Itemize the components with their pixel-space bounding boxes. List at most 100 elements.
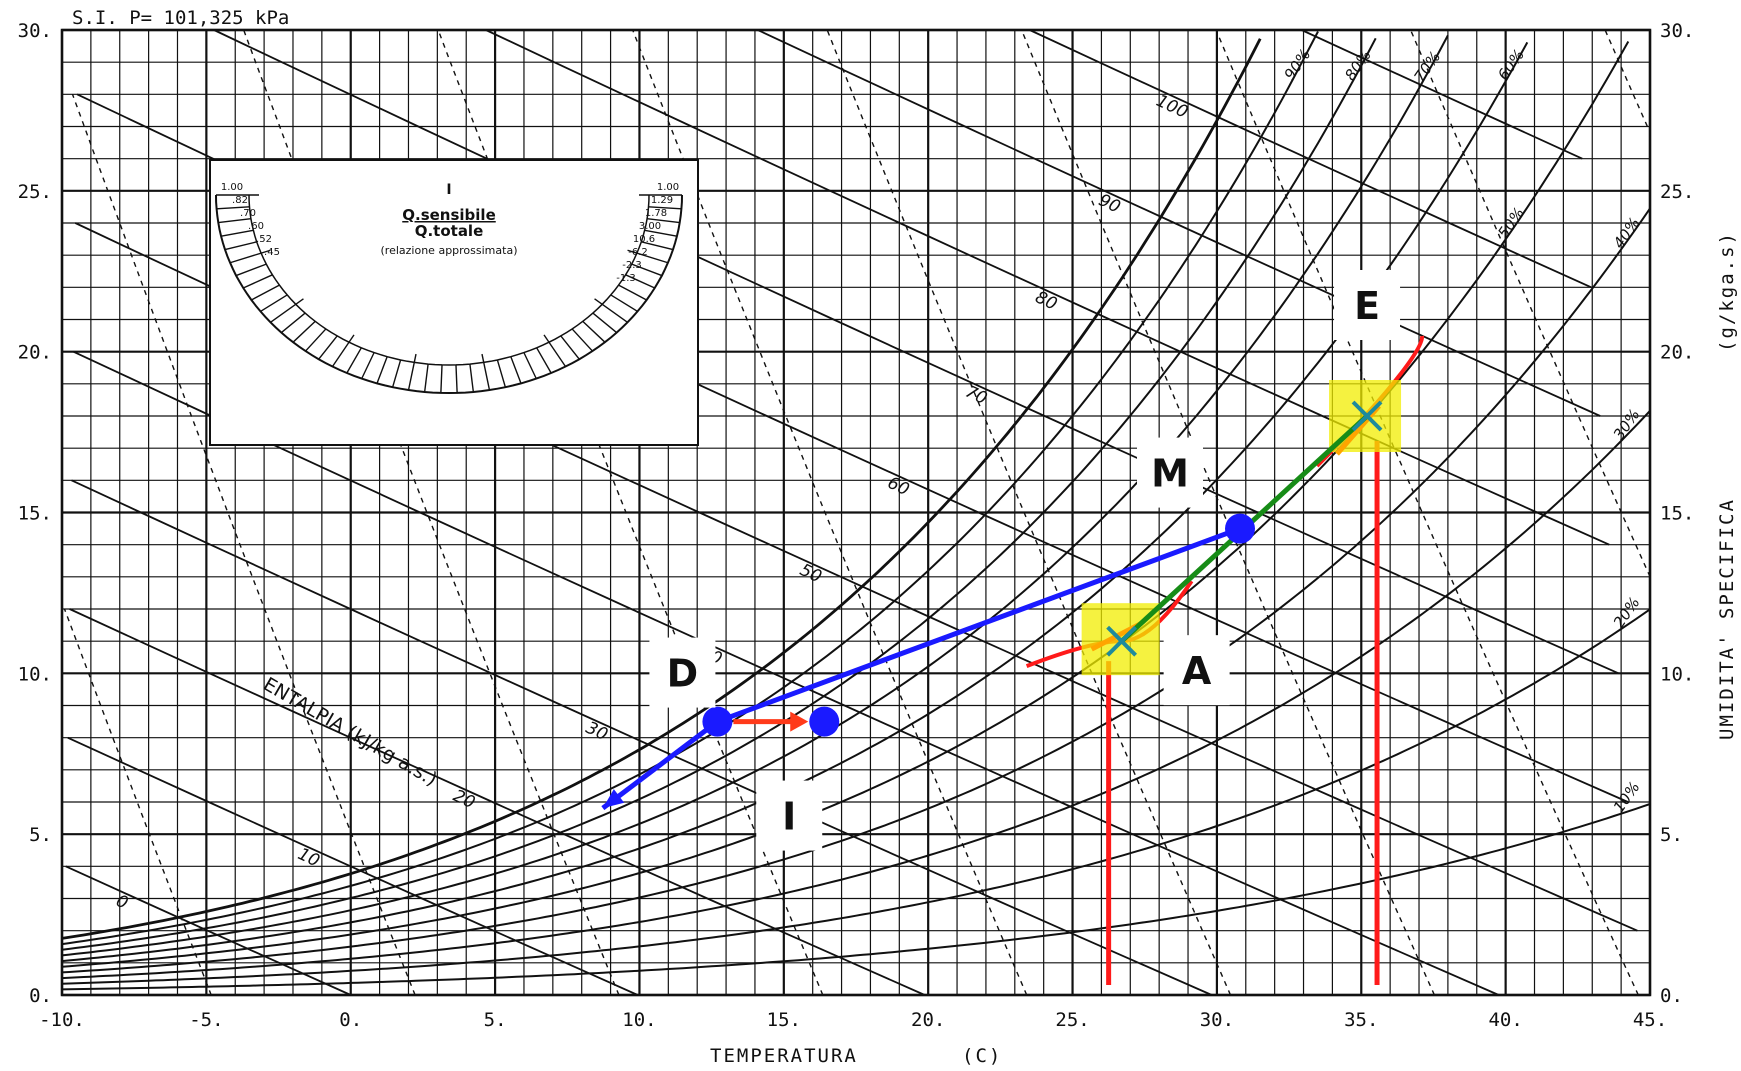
protractor-tick	[331, 334, 355, 367]
relative-humidity-curve	[61, 38, 1262, 940]
enthalpy-line	[73, 350, 1500, 996]
protractor-tick	[481, 353, 491, 391]
protractor-tick	[224, 241, 257, 251]
y-tick-label-left: 0.	[29, 985, 52, 1007]
protractor-tick	[543, 334, 567, 367]
protractor-tick	[305, 328, 327, 352]
y-tick-label-right: 15.	[1660, 503, 1694, 525]
protractor-left-value: .45	[264, 247, 280, 258]
y-axis-label: UMIDITA' SPECIFICA	[1716, 498, 1738, 740]
x-tick-label: 5.	[484, 1009, 507, 1031]
protractor-left-value: .60	[248, 221, 264, 232]
point-label-A: A	[1182, 649, 1212, 693]
protractor-tick	[346, 347, 362, 374]
enthalpy-line	[1029, 29, 1592, 289]
point-label-I: I	[782, 795, 796, 839]
chart-header: S.I. P= 101,325 kPa	[72, 7, 289, 29]
x-tick-label: 20.	[911, 1009, 945, 1031]
enthalpy-line	[69, 608, 926, 996]
protractor-tick	[592, 312, 618, 334]
y-axis-unit: (g/kga.s)	[1716, 231, 1738, 352]
protractor-outer-arc	[215, 194, 683, 395]
process-line-D-extension	[601, 719, 719, 811]
protractor-tick	[220, 229, 254, 237]
x-tick-label: 30.	[1200, 1009, 1234, 1031]
protractor-tick	[251, 284, 280, 301]
enthalpy-line	[71, 479, 1213, 996]
y-tick-label-right: 25.	[1660, 181, 1694, 203]
protractor-right-value: -1.3	[616, 273, 636, 284]
protractor-right-value: 3.00	[639, 221, 661, 232]
x-axis-unit: (C)	[962, 1045, 1002, 1067]
protractor-tick	[229, 249, 271, 264]
protractor-tick	[523, 352, 537, 379]
y-tick-label-right: 30.	[1660, 20, 1694, 42]
protractor-tick	[646, 217, 680, 224]
plot-border	[60, 28, 1652, 997]
protractor-right-value: 1.00	[657, 182, 679, 193]
protractor-tick	[618, 284, 647, 301]
point-label-E: E	[1354, 284, 1380, 328]
protractor-tick	[440, 364, 443, 393]
y-tick-label-right: 20.	[1660, 342, 1694, 364]
axis-ticks: -10. -5. 0. 5. 10. 15. 20. 25. 30. 35. 40. 45.0. 0.5…	[18, 20, 1695, 1031]
x-tick-label: -5.	[189, 1009, 223, 1031]
y-tick-label-right: 10.	[1660, 663, 1694, 685]
enthalpy-line	[67, 736, 639, 996]
x-tick-label: 25.	[1055, 1009, 1089, 1031]
x-tick-label: 15.	[767, 1009, 801, 1031]
protractor-tick	[292, 320, 316, 343]
protractor-tick	[625, 274, 656, 289]
protractor-tick	[280, 312, 306, 334]
protractor-tick	[260, 294, 288, 313]
relative-humidity-curve	[61, 207, 1651, 974]
protractor-tick	[571, 328, 593, 352]
protractor-right-value: -6.2	[628, 247, 648, 258]
relative-humidity-curve	[61, 410, 1651, 980]
relative-humidity-curve	[61, 37, 1377, 951]
x-tick-label: 0.	[339, 1009, 362, 1031]
arrow-head-blue	[602, 789, 625, 809]
protractor-tick	[594, 298, 628, 323]
y-tick-label-left: 10.	[18, 663, 52, 685]
protractor-tick	[627, 249, 669, 264]
protractor-right-value: 10.6	[633, 234, 655, 245]
point-marker-D	[702, 706, 733, 737]
protractor-left-value: .70	[240, 208, 256, 219]
marker-E	[1351, 400, 1383, 432]
protractor-tick	[391, 359, 402, 388]
protractor-tick	[235, 263, 267, 277]
process-overlay	[601, 335, 1425, 985]
protractor-tick	[270, 298, 304, 323]
x-tick-label: -10.	[39, 1009, 85, 1031]
protractor-right-value: 1.78	[645, 208, 667, 219]
point-label-D: D	[667, 652, 699, 696]
arrow-head-red	[790, 711, 809, 732]
specific-volume-line	[632, 29, 1028, 996]
protractor-tick	[469, 363, 475, 393]
protractor-tick	[361, 352, 375, 379]
protractor-numerator: Q.sensibile	[402, 206, 496, 224]
y-tick-label-left: 15.	[18, 503, 52, 525]
protractor-tick	[560, 335, 580, 360]
protractor-right-value: -2.3	[622, 260, 642, 271]
label-box-D	[649, 637, 716, 708]
x-tick-label: 10.	[622, 1009, 656, 1031]
protractor-left-value: 1.00	[221, 182, 243, 193]
psychrometric-curves	[61, 29, 1651, 996]
relative-humidity-curve	[61, 34, 1449, 957]
protractor-tick	[496, 359, 507, 388]
protractor-tick	[644, 229, 678, 237]
protractor-denominator: Q.totale	[415, 222, 484, 240]
x-tick-label: 35.	[1344, 1009, 1378, 1031]
accent-E	[1335, 404, 1381, 456]
protractor-tick	[536, 347, 552, 374]
relative-humidity-curve	[61, 31, 1319, 946]
protractor-top: I	[446, 182, 451, 198]
x-axis-label: TEMPERATURA	[710, 1045, 858, 1067]
point-marker-M	[1225, 513, 1256, 544]
y-tick-label-left: 25.	[18, 181, 52, 203]
protractor-left-value: .82	[232, 195, 248, 206]
protractor-tick	[641, 241, 674, 251]
